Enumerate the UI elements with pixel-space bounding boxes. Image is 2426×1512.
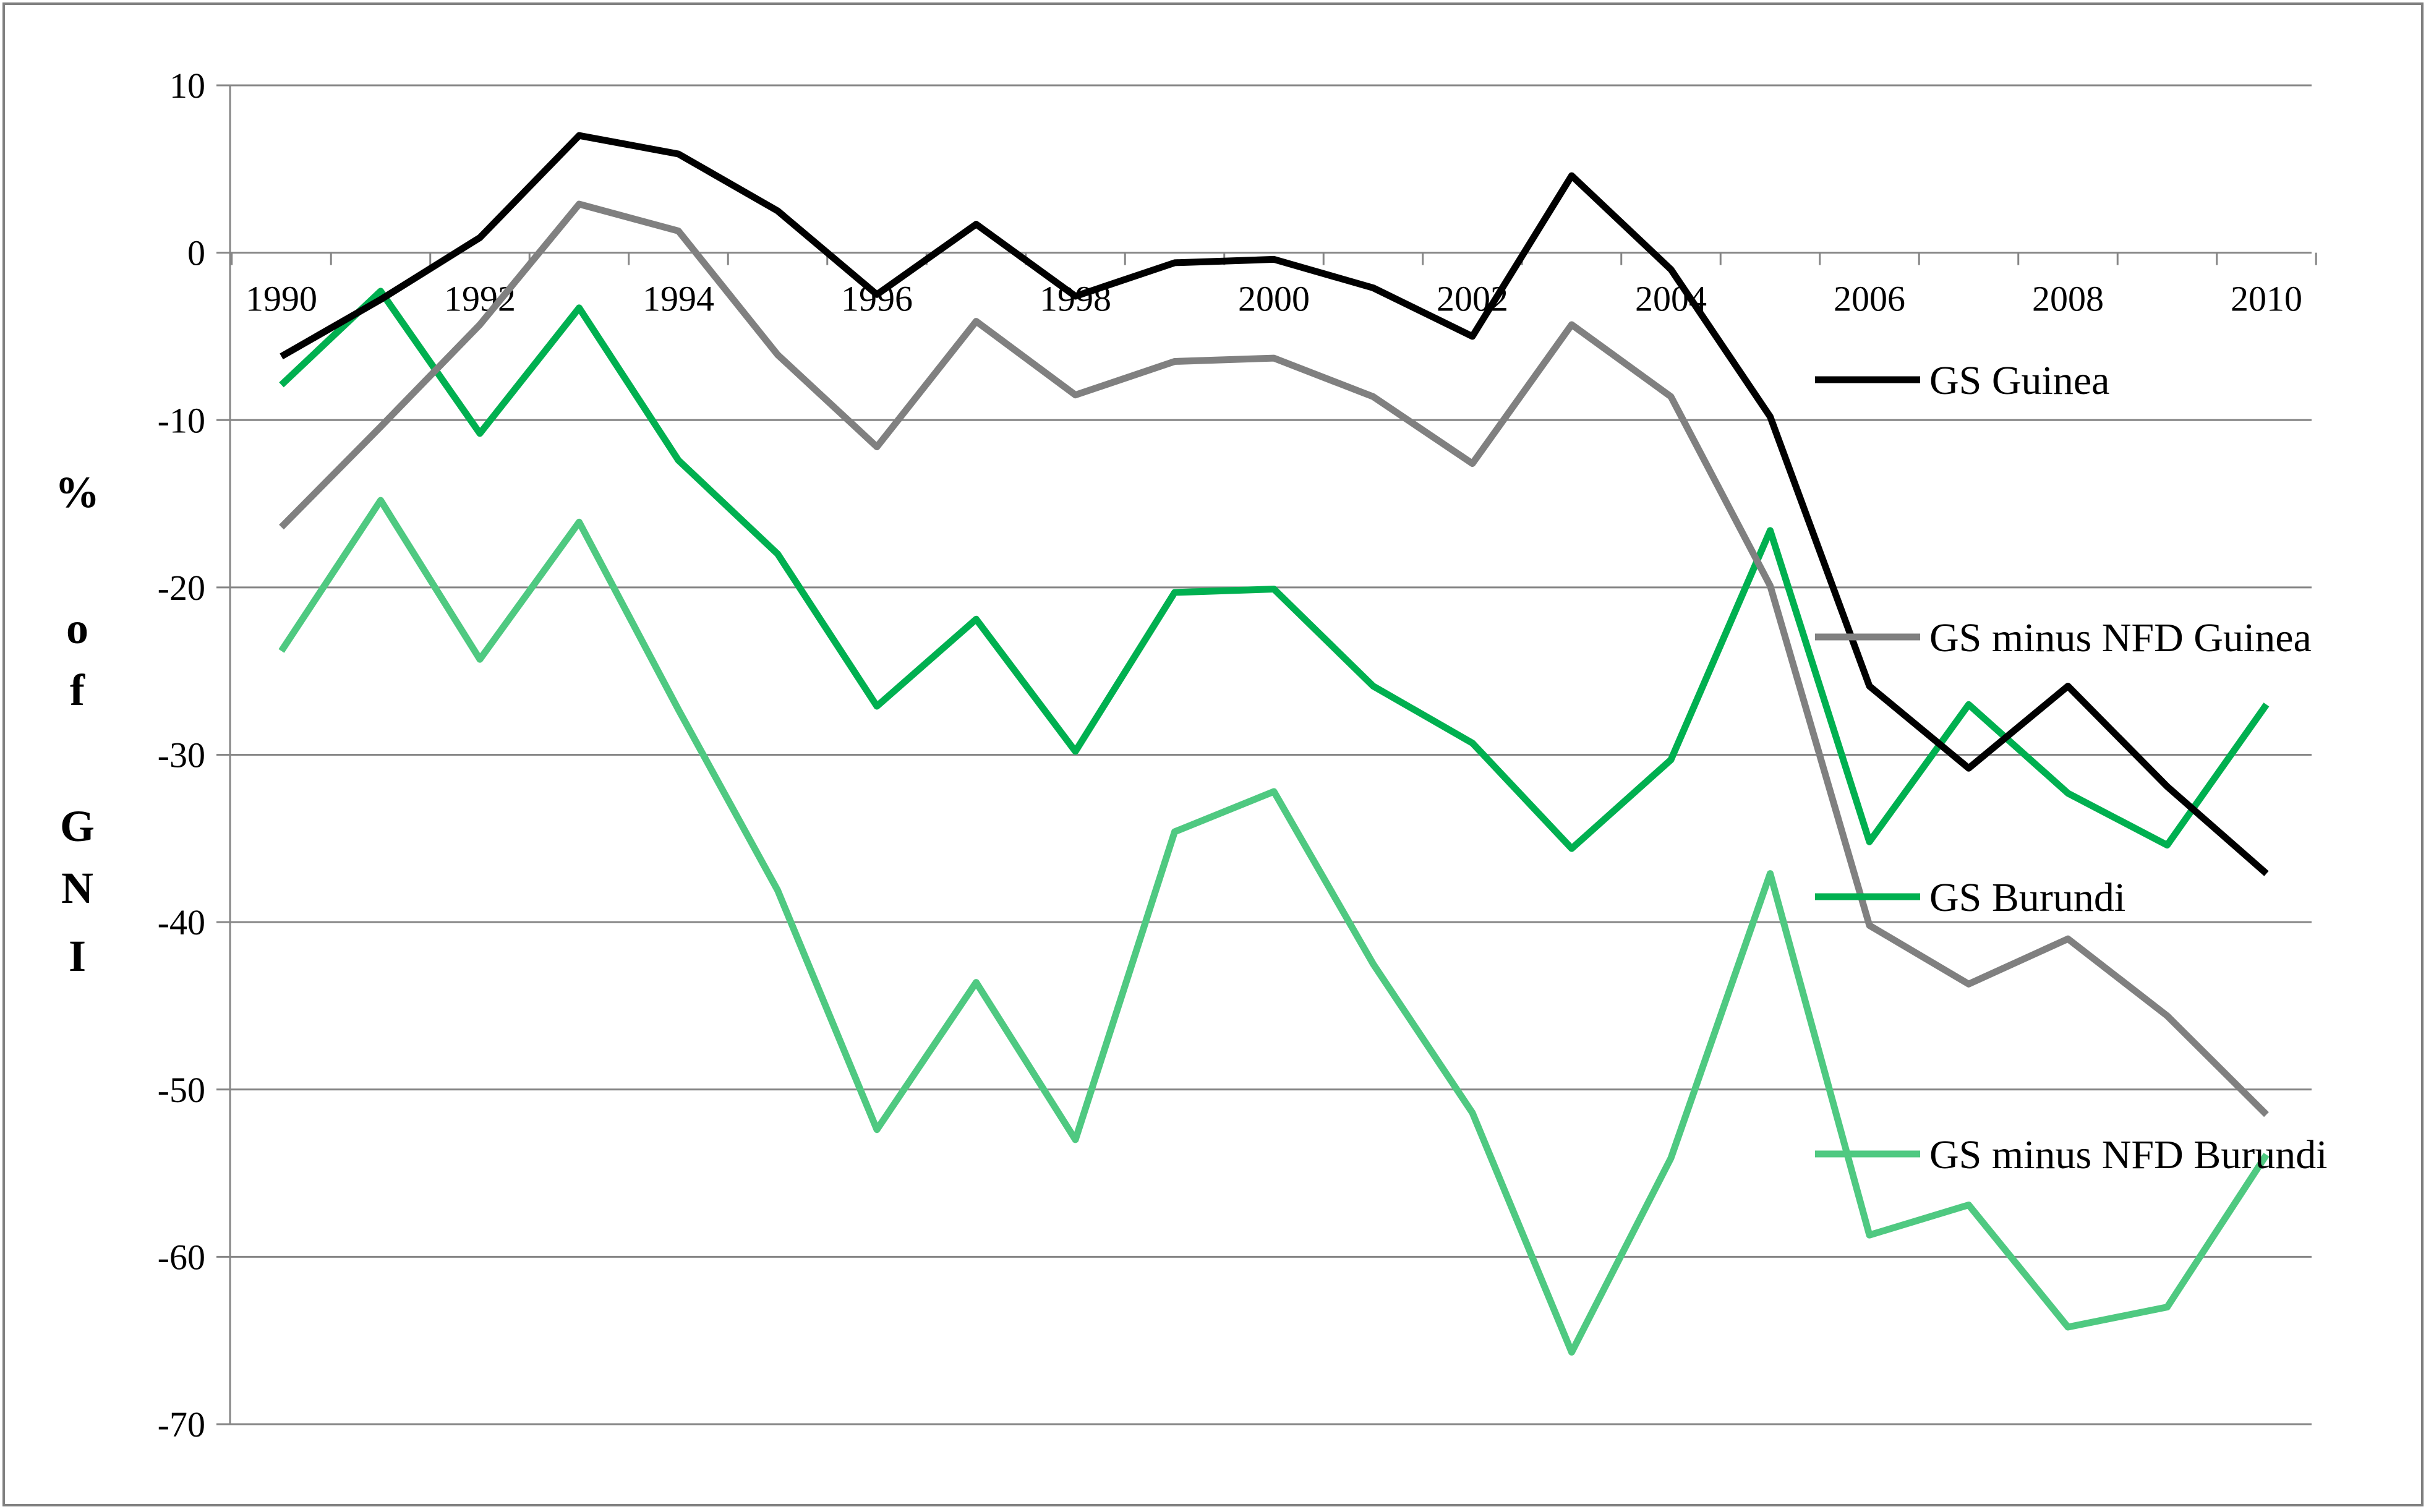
series-lines <box>278 132 2270 1356</box>
x-tick-label: 2010 <box>2231 279 2302 319</box>
x-tick-label: 2004 <box>1635 279 1707 319</box>
y-tick-label: 0 <box>187 233 205 273</box>
y-tick-label: -50 <box>158 1070 205 1110</box>
x-tick-label: 1994 <box>643 279 714 319</box>
y-tick-label: -20 <box>158 568 205 608</box>
axes <box>216 84 2317 1425</box>
y-axis-label-char: % <box>55 468 100 517</box>
x-tick-label: 2006 <box>1834 279 1905 319</box>
y-tick-label: -10 <box>158 400 205 440</box>
series-line-3 <box>278 497 2270 1356</box>
x-tick-label: 1990 <box>246 279 317 319</box>
y-axis-ticks: 10 0 -10 -20 -30 -40 -50 -60 -70 <box>158 66 205 1445</box>
y-axis-label-char: f <box>70 665 85 715</box>
legend-label-2: GS Burundi <box>1929 875 2125 920</box>
x-tick-label: 2000 <box>1238 279 1310 319</box>
gridlines <box>230 84 2312 1425</box>
y-axis-label-char: o <box>66 604 88 653</box>
y-tick-label: -40 <box>158 902 205 942</box>
y-tick-label: -60 <box>158 1237 205 1277</box>
y-tick-label: -30 <box>158 735 205 775</box>
legend-label-1: GS minus NFD Guinea <box>1929 615 2312 660</box>
y-axis-label-char: G <box>60 801 95 851</box>
y-axis-label-char: I <box>69 931 86 981</box>
y-tick-label: 10 <box>169 66 205 106</box>
series-line-0 <box>280 132 2269 876</box>
legend: GS Guinea GS minus NFD Guinea GS Burundi GS… <box>1815 358 2328 1177</box>
x-tick-label: 1996 <box>841 279 913 319</box>
y-axis-label-char: N <box>61 863 93 913</box>
series-line-1 <box>279 200 2269 1117</box>
x-axis-ticks: 1990 1992 1994 1996 1998 2000 2002 2004 2006 2008… <box>246 279 2302 319</box>
legend-label-3: GS minus NFD Burundi <box>1929 1132 2328 1177</box>
legend-label-0: GS Guinea <box>1929 358 2109 403</box>
y-axis-label: % of GNI <box>55 468 100 981</box>
x-tick-label: 2008 <box>2032 279 2104 319</box>
y-tick-label: -70 <box>158 1404 205 1445</box>
series-line-2 <box>279 288 2270 852</box>
